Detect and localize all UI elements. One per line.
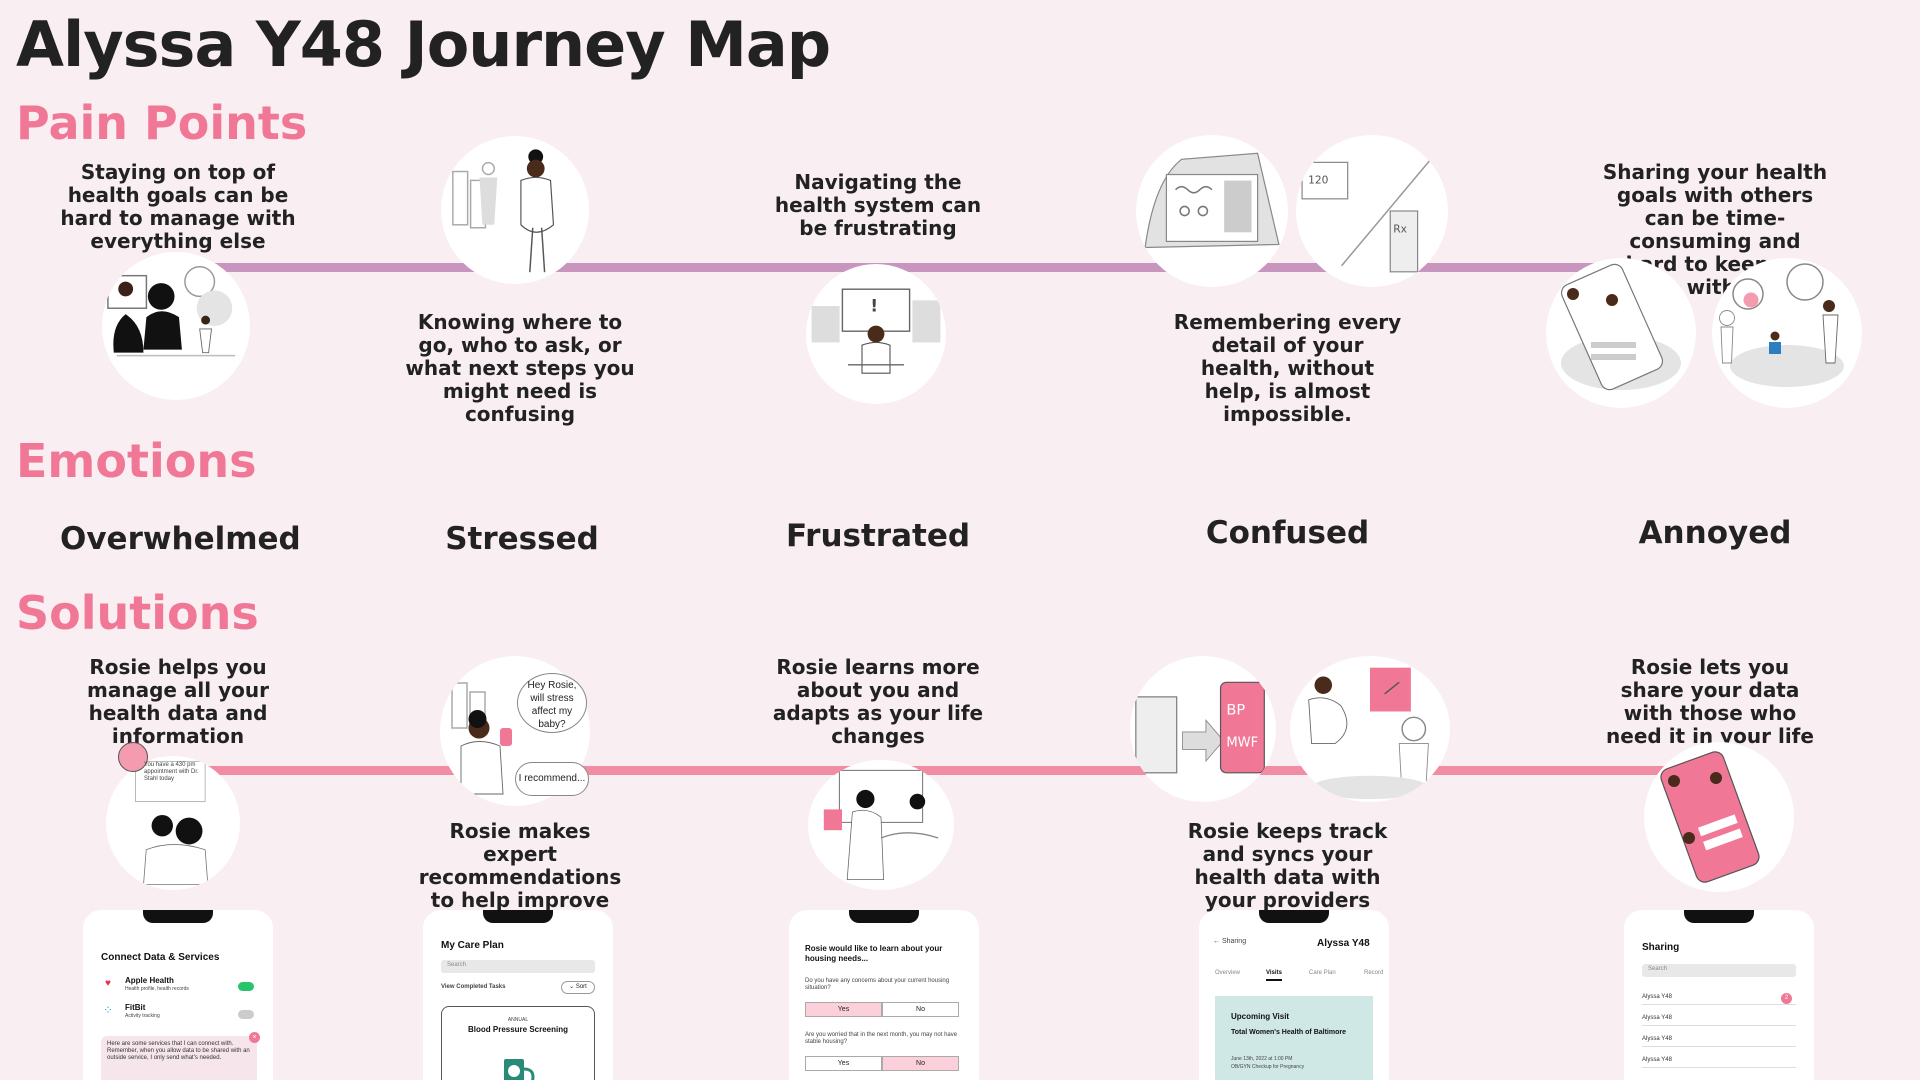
solution-illustration-5 [1644,742,1794,892]
q2-no-button[interactable]: No [882,1056,959,1071]
notification-badge: 2 [1781,993,1792,1004]
care-plan-search[interactable]: Search [441,960,595,973]
tab-overview[interactable]: Overview [1215,970,1241,976]
view-completed-link[interactable]: View Completed Tasks [441,984,506,990]
upcoming-visit-card[interactable]: Upcoming Visit Total Women's Health of B… [1215,996,1373,1080]
svg-text:BP: BP [1226,701,1245,718]
phone-sharing: Sharing Search Alyssa Y48 2 Alyssa Y48 A… [1624,910,1814,1080]
svg-text:!: ! [870,296,878,316]
pain-point-illustration-3: ! [806,264,946,404]
tab-visits[interactable]: Visits [1266,970,1282,981]
connect-title: Connect Data & Services [101,952,220,963]
fitbit-toggle[interactable] [238,1010,254,1019]
sharing-search[interactable]: Search [1642,964,1796,977]
phone-notch [1684,910,1754,923]
card-kicker: ANNUAL [507,1017,529,1023]
apple-health-sub: Health profile, health records [125,986,189,992]
heart-icon: ♥ [105,978,111,989]
phone-care-plan: My Care Plan Search View Completed Tasks… [423,910,613,1080]
solution-illustration-1 [106,756,240,890]
emotion-2: Stressed [445,521,599,557]
section-pain-points: Pain Points [16,96,308,150]
appointment-note: You have a 430 pm appointment with Dr. S… [144,762,199,782]
sharing-title: Sharing [1642,942,1680,953]
care-plan-card[interactable]: ANNUAL Blood Pressure Screening [441,1006,595,1080]
sharing-row[interactable]: Alyssa Y48 [1642,1036,1796,1047]
sort-button[interactable]: ⌄ Sort [561,981,595,994]
svg-text:120: 120 [1308,174,1329,187]
visit-provider: Total Women's Health of Baltimore [1231,1029,1346,1036]
sort-label: Sort [575,984,587,990]
phone-housing: Rosie would like to learn about your hou… [789,910,979,1080]
solution-text-3: Rosie learns more about you and adapts a… [772,655,984,748]
solution-text-1: Rosie helps you manage all your health d… [87,655,269,748]
fitbit-sub: Activity tracking [125,1013,160,1019]
q1-no-button[interactable]: No [882,1002,959,1017]
sharing-row[interactable]: Alyssa Y48 [1642,1057,1796,1068]
visit-kicker: Upcoming Visit [1231,1012,1290,1021]
phone-connect-data: Connect Data & Services ♥ Apple Health H… [83,910,273,1080]
solution-illustration-4a: BP MWF [1130,656,1276,802]
pain-point-illustration-4b: 120 Rx [1296,135,1448,287]
pain-point-illustration-2 [441,136,589,284]
rosie-avatar-icon [118,742,148,772]
svg-text:MWF: MWF [1226,736,1258,751]
apple-health-label: Apple Health [125,976,174,985]
rosie-message: Here are some services that I can connec… [101,1036,257,1080]
phone-visits: ← Sharing Alyssa Y48 Overview Visits Car… [1199,910,1389,1080]
housing-title: Rosie would like to learn about your hou… [805,944,943,963]
tab-record[interactable]: Record [1364,970,1384,976]
pain-point-illustration-5a [1546,258,1696,408]
phone-notch [849,910,919,923]
pain-point-text-1: Staying on top of health goals can be ha… [60,160,296,253]
solution-text-5: Rosie lets you share your data with thos… [1606,655,1814,748]
speech-bubble-recommend: I recommend... [515,762,589,796]
pain-point-text-2: Knowing where to go, who to ask, or what… [405,310,635,426]
solution-illustration-4b [1290,656,1450,802]
phone-notch [483,910,553,923]
emotion-5: Annoyed [1638,515,1792,551]
pain-point-illustration-1 [102,252,250,400]
housing-question-2: Are you worried that in the next month, … [805,1032,958,1045]
section-emotions: Emotions [16,434,257,488]
pain-point-illustration-5b [1712,258,1862,408]
emotion-3: Frustrated [785,518,971,554]
fitbit-label: FitBit [125,1003,146,1012]
care-plan-title: My Care Plan [441,940,504,951]
sharing-row[interactable]: Alyssa Y48 [1642,1015,1796,1026]
phone-notch [143,910,213,923]
visits-patient-name: Alyssa Y48 [1317,938,1370,949]
blood-pressure-icon [504,1059,535,1080]
q2-yes-button[interactable]: Yes [805,1056,882,1071]
emotion-4: Confused [1205,515,1370,551]
pain-point-text-3: Navigating the health system can be frus… [774,170,982,240]
card-title: Blood Pressure Screening [467,1025,569,1034]
close-icon[interactable]: × [249,1032,260,1043]
speech-bubble-question: Hey Rosie, will stress affect my baby? [517,673,587,733]
fitbit-icon: ⁘ [103,1003,114,1017]
visit-date: June 13th, 2022 at 1:00 PM [1231,1056,1293,1062]
pain-point-text-4: Remembering every detail of your health,… [1173,310,1402,426]
q1-yes-button[interactable]: Yes [805,1002,882,1017]
apple-health-toggle[interactable] [238,982,254,991]
sharing-row[interactable]: Alyssa Y48 [1642,994,1796,1005]
back-link[interactable]: ← Sharing [1213,938,1247,945]
page-title: Alyssa Y48 Journey Map [16,8,831,81]
solution-text-4: Rosie keeps track and syncs your health … [1187,819,1388,912]
housing-question-1: Do you have any concerns about your curr… [805,978,950,991]
visit-description: OB/GYN Checkup for Pregnancy [1231,1064,1305,1070]
back-label: Sharing [1221,938,1247,945]
tab-care-plan[interactable]: Care Plan [1309,970,1336,976]
solutions-timeline [180,766,1700,775]
section-solutions: Solutions [16,586,259,640]
phone-notch [1259,910,1329,923]
svg-text:Rx: Rx [1393,222,1407,235]
solution-illustration-3 [808,760,954,890]
pain-point-illustration-4a [1136,135,1288,287]
emotion-1: Overwhelmed [60,521,301,557]
